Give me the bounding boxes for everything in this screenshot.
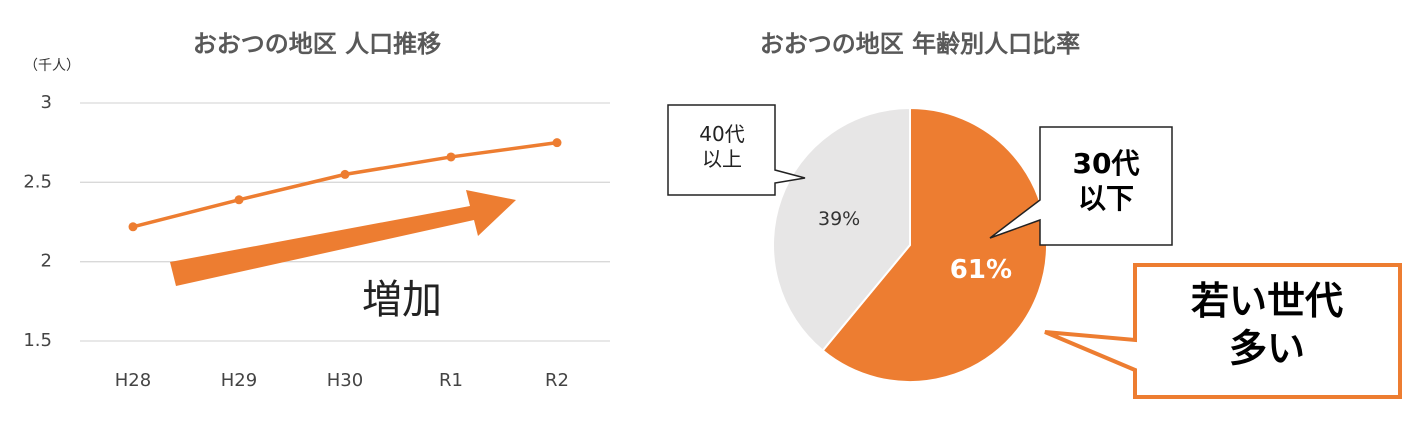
callout-text: 30代以下 [1073, 147, 1140, 215]
pie-slice [772, 106, 911, 352]
y-axis-label: （千人） [24, 58, 80, 74]
value-label: 61% [950, 255, 1012, 285]
pie-slice [821, 106, 1048, 383]
value-label: 39% [818, 208, 860, 230]
y-tick-label: 3 [41, 92, 52, 113]
chart-title: おおつの地区 人口推移 [193, 30, 441, 58]
callout-text: 40代以上 [699, 122, 744, 171]
x-tick-label: H29 [221, 370, 257, 391]
callout [989, 126, 1173, 246]
x-tick-label: H28 [115, 370, 151, 391]
callout [1044, 263, 1402, 399]
chart-title: おおつの地区 年齢別人口比率 [760, 30, 1080, 58]
y-tick-label: 1.5 [23, 330, 52, 351]
marker [340, 169, 350, 179]
x-tick-label: R1 [439, 370, 463, 391]
x-tick-label: R2 [545, 370, 569, 391]
annotation: 増加 [362, 277, 442, 323]
marker [446, 152, 456, 162]
callout-text: 若い世代多い [1191, 279, 1343, 371]
callout [667, 104, 806, 196]
y-tick-label: 2 [41, 251, 52, 272]
marker [552, 138, 562, 148]
y-tick-label: 2.5 [23, 171, 52, 192]
marker [234, 195, 244, 205]
trend-arrow [170, 190, 516, 286]
x-tick-label: H30 [327, 370, 363, 391]
marker [128, 222, 138, 232]
